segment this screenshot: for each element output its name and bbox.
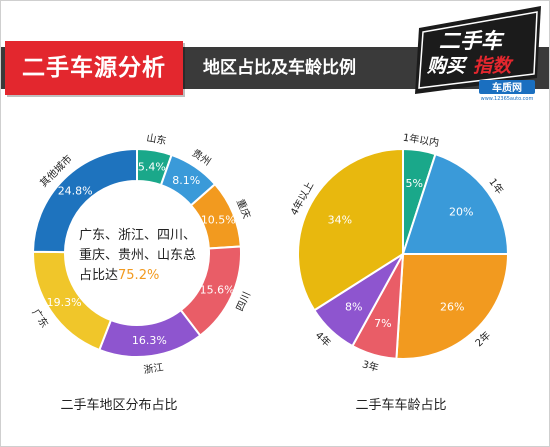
age-value-label: 26% (440, 300, 464, 313)
center-note-value: 75.2% (118, 268, 160, 283)
region-chart-caption: 二手车地区分布占比 (60, 398, 178, 413)
region-value-label: 10.5% (201, 213, 236, 226)
donut-center-note: 广东、浙江、四川、重庆、贵州、山东总占比达75.2% (79, 226, 207, 286)
age-value-label: 34% (328, 213, 352, 226)
logo-line1: 二手车 (439, 29, 505, 53)
logo-badge: 车质网 (492, 81, 522, 94)
region-category-label: 四川 (235, 290, 253, 313)
age-chart-caption: 二手车车龄占比 (355, 398, 447, 413)
age-value-label: 20% (449, 206, 473, 219)
brand-logo: 二手车 购买 指数 车质网 www.12365auto.com (415, 6, 541, 102)
center-note-text: 广东、浙江、四川、重庆、贵州、山东总占比达 (79, 228, 197, 283)
age-slice (395, 253, 510, 360)
region-category-label: 重庆 (234, 197, 254, 220)
header-subtitle: 地区占比及车龄比例 (203, 58, 356, 78)
region-category-label: 山东 (146, 131, 168, 147)
region-category-label: 广东 (29, 306, 51, 330)
age-category-label: 2年 (472, 329, 493, 350)
age-category-label: 3年 (361, 357, 380, 374)
header-title: 二手车源分析 (5, 41, 183, 95)
region-category-label: 浙江 (143, 361, 164, 376)
logo-line2-b: 指数 (473, 55, 514, 77)
logo-line2-a: 购买 (426, 55, 468, 77)
region-value-label: 15.6% (200, 283, 235, 296)
age-category-label: 1年以内 (402, 131, 440, 150)
age-slice (401, 152, 510, 255)
region-value-label: 8.1% (172, 174, 200, 187)
age-value-label: 7% (374, 317, 391, 330)
region-value-label: 19.3% (47, 296, 82, 309)
age-slice (297, 147, 404, 312)
region-slice (31, 147, 138, 254)
region-value-label: 24.8% (58, 184, 93, 197)
logo-site: www.12365auto.com (481, 96, 534, 102)
region-value-label: 16.3% (132, 334, 167, 347)
region-value-label: 5.4% (138, 160, 166, 173)
logo-border (418, 11, 538, 89)
age-value-label: 8% (345, 300, 362, 313)
logo-badge-bg (479, 80, 535, 94)
age-category-label: 4年 (313, 329, 334, 350)
age-value-label: 5% (406, 177, 423, 190)
